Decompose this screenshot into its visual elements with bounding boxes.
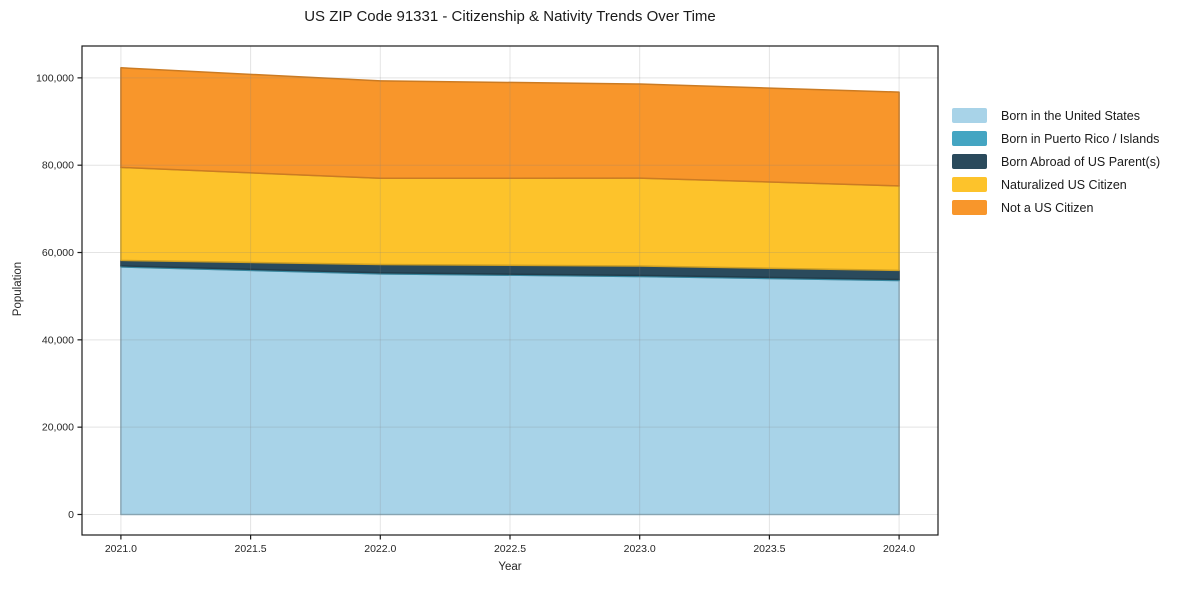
legend-label: Naturalized US Citizen (1001, 177, 1127, 192)
legend-swatch (952, 177, 987, 192)
legend-swatch (952, 131, 987, 146)
x-tick-label: 2023.0 (624, 543, 656, 555)
legend-swatch (952, 200, 987, 215)
y-tick-label: 40,000 (42, 334, 74, 346)
x-tick-label: 2021.5 (235, 543, 267, 555)
legend-item: Born Abroad of US Parent(s) (952, 150, 1160, 173)
legend-label: Born in the United States (1001, 108, 1140, 123)
legend-item: Born in Puerto Rico / Islands (952, 127, 1160, 150)
legend-swatch (952, 108, 987, 123)
legend-label: Born in Puerto Rico / Islands (1001, 131, 1160, 146)
x-tick-label: 2022.0 (364, 543, 396, 555)
y-tick-label: 100,000 (36, 72, 74, 84)
legend-swatch (952, 154, 987, 169)
x-tick-label: 2022.5 (494, 543, 526, 555)
legend-item: Naturalized US Citizen (952, 173, 1160, 196)
y-tick-label: 0 (68, 509, 74, 521)
chart-title: US ZIP Code 91331 - Citizenship & Nativi… (304, 8, 716, 25)
y-tick-label: 80,000 (42, 160, 74, 172)
y-tick-label: 20,000 (42, 422, 74, 434)
y-axis-label: Population (12, 261, 24, 317)
y-tick-label: 60,000 (42, 247, 74, 259)
legend-label: Not a US Citizen (1001, 200, 1094, 215)
legend-label: Born Abroad of US Parent(s) (1001, 154, 1161, 169)
x-axis-label: Year (498, 561, 522, 573)
x-tick-label: 2024.0 (883, 543, 915, 555)
legend-item: Born in the United States (952, 104, 1160, 127)
x-tick-label: 2023.5 (753, 543, 785, 555)
area-band-4 (120, 67, 900, 187)
legend-item: Not a US Citizen (952, 196, 1160, 219)
x-tick-label: 2021.0 (105, 543, 137, 555)
legend: Born in the United States Born in Puerto … (952, 104, 1160, 219)
